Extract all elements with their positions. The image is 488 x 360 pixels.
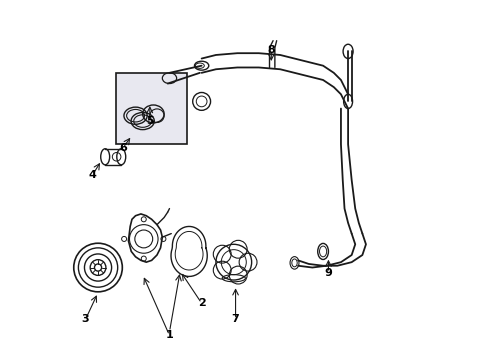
- Text: 9: 9: [324, 268, 332, 278]
- Text: 8: 8: [267, 45, 275, 55]
- Text: 3: 3: [81, 314, 89, 324]
- Text: 7: 7: [231, 314, 239, 324]
- Text: 1: 1: [165, 330, 173, 341]
- Text: 5: 5: [146, 116, 153, 126]
- Text: 6: 6: [119, 143, 127, 153]
- FancyBboxPatch shape: [116, 73, 187, 144]
- Text: 4: 4: [88, 170, 97, 180]
- Text: 2: 2: [197, 298, 205, 308]
